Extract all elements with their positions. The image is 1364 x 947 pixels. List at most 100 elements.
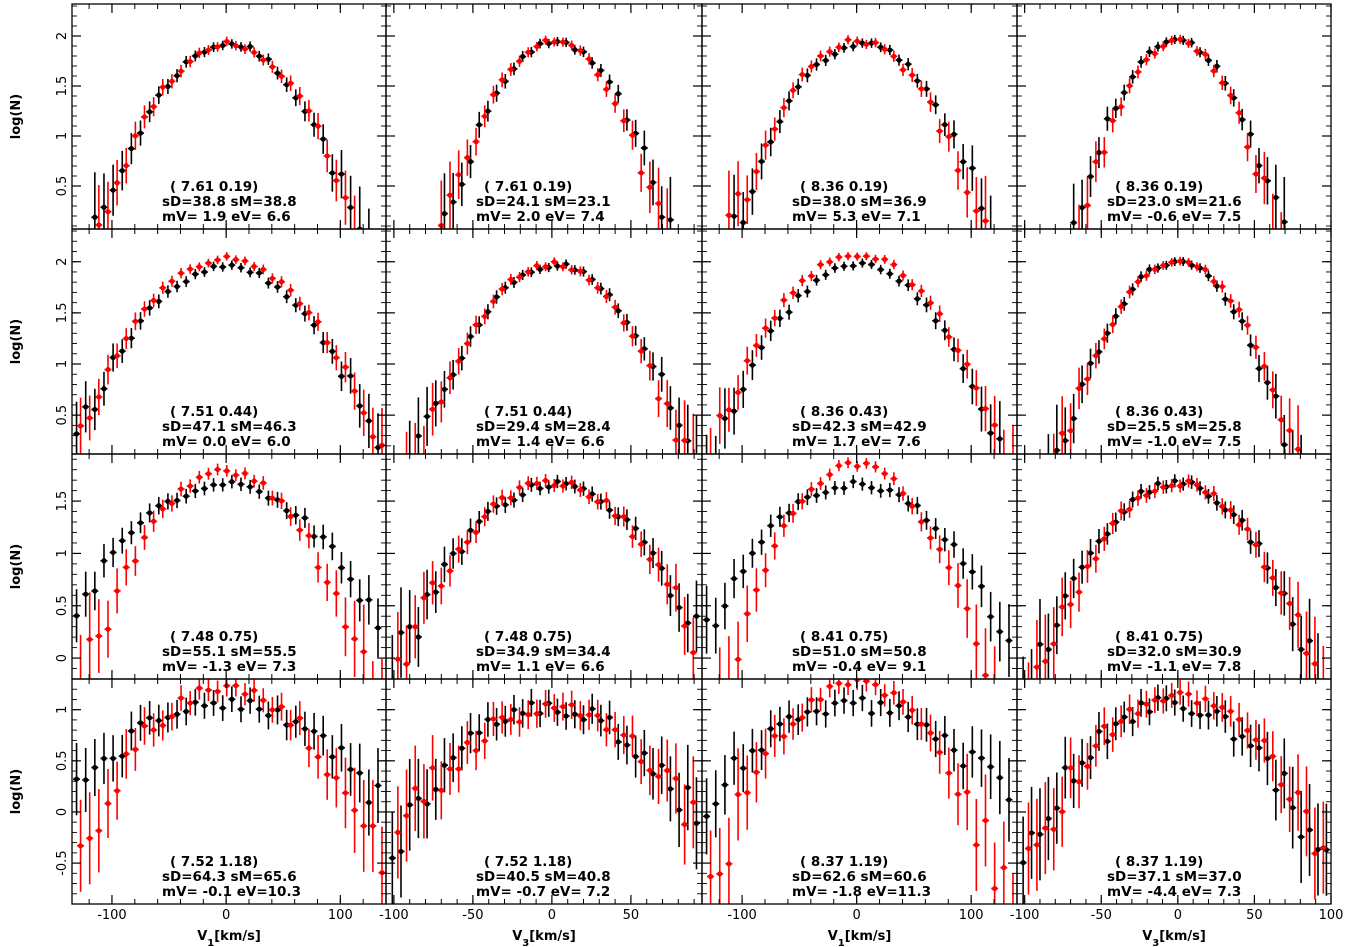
observed-point bbox=[768, 328, 774, 334]
model-point bbox=[482, 113, 488, 119]
observed-point bbox=[546, 484, 552, 490]
model-point bbox=[278, 279, 285, 285]
model-point bbox=[1312, 850, 1318, 857]
panel-label: ( 8.37 1.19) bbox=[1115, 854, 1203, 870]
panel-mean-values: mV= 0.0 eV= 6.0 bbox=[162, 434, 291, 450]
observed-point bbox=[942, 327, 948, 333]
model-point bbox=[1068, 428, 1074, 434]
model-point bbox=[324, 579, 330, 585]
model-point bbox=[682, 437, 688, 444]
model-point bbox=[114, 788, 120, 794]
model-point bbox=[278, 704, 285, 710]
model-point bbox=[1118, 304, 1124, 310]
model-point bbox=[1303, 808, 1310, 814]
model-point bbox=[1152, 697, 1158, 703]
model-point bbox=[937, 749, 943, 755]
model-point bbox=[1287, 796, 1293, 802]
model-point bbox=[342, 195, 349, 201]
model-point bbox=[1059, 809, 1065, 815]
observed-point bbox=[1037, 831, 1043, 837]
observed-point bbox=[459, 745, 465, 751]
observed-point bbox=[147, 305, 153, 311]
observed-point bbox=[804, 709, 810, 715]
observed-point bbox=[238, 265, 244, 271]
observed-point bbox=[923, 86, 930, 92]
model-point bbox=[586, 712, 592, 718]
observed-point bbox=[220, 482, 226, 488]
model-point bbox=[1160, 698, 1166, 704]
model-point bbox=[1101, 536, 1107, 542]
model-point bbox=[1194, 264, 1200, 270]
model-point bbox=[891, 476, 897, 482]
observed-point bbox=[1146, 49, 1153, 55]
model-point bbox=[882, 470, 888, 477]
observed-point bbox=[1087, 360, 1094, 366]
model-point bbox=[946, 134, 952, 140]
observed-point bbox=[841, 697, 847, 704]
observed-point bbox=[905, 61, 911, 67]
observed-point bbox=[823, 57, 829, 64]
observed-point bbox=[494, 294, 500, 300]
observed-point bbox=[1247, 539, 1254, 545]
observed-point bbox=[960, 366, 966, 372]
model-point bbox=[927, 99, 934, 105]
model-point bbox=[1152, 266, 1158, 272]
observed-point bbox=[165, 83, 171, 90]
model-point bbox=[499, 714, 505, 721]
model-point bbox=[1084, 563, 1091, 570]
observed-point bbox=[978, 205, 985, 212]
observed-point bbox=[174, 711, 180, 717]
model-series bbox=[394, 689, 697, 879]
model-point bbox=[214, 688, 221, 695]
observed-point bbox=[1087, 173, 1094, 180]
observed-point bbox=[722, 415, 728, 422]
model-point bbox=[1177, 689, 1183, 696]
observed-point bbox=[147, 510, 153, 516]
model-point bbox=[516, 274, 523, 280]
observed-point bbox=[749, 748, 756, 754]
observed-series bbox=[91, 39, 370, 229]
observed-point bbox=[274, 70, 281, 76]
panel-4-3: -100 0 100 ( 8.37 1.19)sD=62.6 sM=60.6mV= -… bbox=[701, 678, 1018, 923]
observed-point bbox=[424, 413, 430, 420]
model-point bbox=[790, 290, 796, 296]
observed-point bbox=[768, 523, 774, 529]
observed-point bbox=[841, 485, 847, 491]
observed-point bbox=[92, 406, 98, 413]
observed-point bbox=[740, 386, 746, 392]
observed-point bbox=[1222, 507, 1228, 513]
observed-point bbox=[73, 776, 80, 782]
model-point bbox=[817, 53, 824, 59]
observed-point bbox=[1046, 477, 1051, 482]
model-point bbox=[577, 47, 583, 54]
model-point bbox=[845, 460, 851, 466]
model-point bbox=[560, 39, 566, 45]
panel-mean-values: mV= 1.1 eV= 6.6 bbox=[476, 659, 605, 675]
x-axis-title: V3[km/s] bbox=[1142, 929, 1206, 947]
model-point bbox=[603, 86, 610, 92]
observed-point bbox=[265, 712, 271, 719]
observed-point bbox=[997, 629, 1003, 635]
panel-sigma-values: sD=25.5 sM=25.8 bbox=[1107, 419, 1242, 435]
panel-mean-values: mV= 5.3 eV= 7.1 bbox=[792, 209, 921, 225]
x-tick-label: 50 bbox=[1246, 908, 1263, 923]
model-point bbox=[964, 605, 970, 612]
model-point bbox=[160, 722, 166, 729]
model-point bbox=[595, 72, 601, 78]
model-point bbox=[1321, 690, 1326, 695]
model-point bbox=[333, 177, 339, 184]
model-point bbox=[542, 264, 549, 270]
model-point bbox=[361, 410, 367, 416]
model-point bbox=[817, 696, 824, 703]
model-point bbox=[1143, 492, 1150, 499]
model-point bbox=[665, 231, 670, 236]
panel-mean-values: mV= 1.9 eV= 6.6 bbox=[162, 209, 291, 225]
observed-point bbox=[731, 755, 737, 761]
model-point bbox=[490, 716, 497, 722]
observed-point bbox=[832, 485, 838, 491]
model-point bbox=[1236, 306, 1242, 313]
observed-point bbox=[302, 515, 308, 521]
model-point bbox=[242, 691, 248, 697]
observed-point bbox=[320, 136, 326, 142]
